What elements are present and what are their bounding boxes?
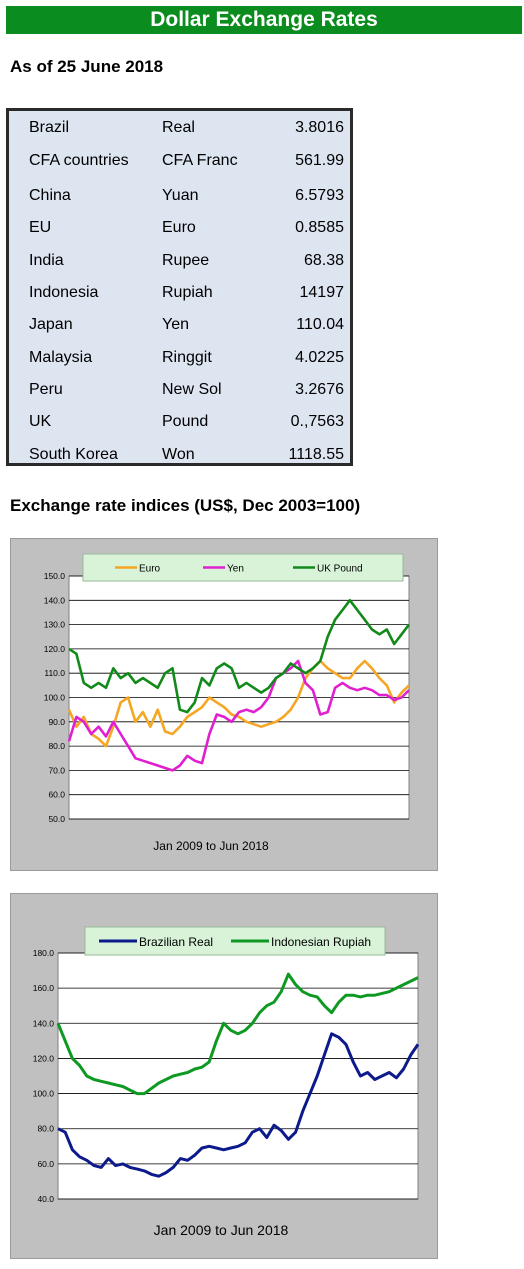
country-cell: Malaysia [29, 349, 93, 366]
currency-cell: Euro [162, 219, 196, 236]
y-tick-label: 70.0 [48, 765, 65, 775]
table-row: South Korea Won 1118.55 [9, 439, 350, 471]
rate-cell: 6.5793 [295, 187, 344, 204]
y-tick-label: 100.0 [44, 693, 66, 703]
chart-1: 150.0 140.0 130.0 120.0 110.0 100.0 90.0 80.0 70… [44, 553, 411, 853]
rate-cell: 3.2676 [295, 381, 344, 398]
chart-2: 180.0 160.0 140.0 120.0 100.0 80.0 60.0 40.0 Bra… [33, 926, 420, 1238]
plot-area [57, 952, 419, 1200]
legend-label: Indonesian Rupiah [271, 935, 371, 949]
currency-cell: Yen [162, 316, 189, 333]
rate-cell: 4.0225 [295, 349, 344, 366]
y-tick-label: 140.0 [33, 1018, 55, 1028]
table-row: Peru New Sol 3.2676 [9, 374, 350, 406]
series-line-euro [67, 659, 410, 748]
y-tick-label: 40.0 [37, 1194, 54, 1204]
y-tick-label: 140.0 [44, 595, 66, 605]
table-row: Brazil Real 3.8016 [9, 112, 350, 144]
country-cell: CFA countries [29, 152, 129, 169]
currency-cell: Rupiah [162, 284, 213, 301]
exchange-rate-table: Brazil Real 3.8016 CFA countries CFA Fra… [6, 108, 353, 466]
rate-cell: 0.,7563 [290, 413, 344, 430]
currency-cell: Ringgit [162, 349, 212, 366]
chart-panel-1: 150.0 140.0 130.0 120.0 110.0 100.0 90.0 80.0 70… [10, 538, 438, 871]
y-tick-label: 80.0 [48, 741, 65, 751]
y-tick-label: 160.0 [33, 983, 55, 993]
legend-label: Brazilian Real [139, 935, 213, 949]
y-tick-label: 120.0 [33, 1053, 55, 1063]
rate-cell: 561.99 [295, 152, 344, 169]
chart-panel-2: 180.0 160.0 140.0 120.0 100.0 80.0 60.0 40.0 Bra… [10, 893, 438, 1259]
y-tick-label: 150.0 [44, 571, 66, 581]
y-tick-label: 50.0 [48, 814, 65, 824]
y-tick-label: 100.0 [33, 1089, 55, 1099]
country-cell: China [29, 187, 71, 204]
y-tick-label: 180.0 [33, 948, 55, 958]
currency-cell: Real [162, 119, 195, 136]
currency-cell: New Sol [162, 381, 222, 398]
country-cell: South Korea [29, 446, 118, 463]
y-tick-label: 110.0 [44, 668, 65, 678]
series-line-indonesian-rupiah [56, 972, 419, 1096]
table-row: Japan Yen 110.04 [9, 309, 350, 341]
country-cell: Japan [29, 316, 73, 333]
x-axis-label: Jan 2009 to Jun 2018 [153, 839, 269, 853]
table-row: Indonesia Rupiah 14197 [9, 277, 350, 309]
legend-label: Euro [139, 564, 161, 575]
table-row: India Rupee 68.38 [9, 245, 350, 277]
series-line-yen [67, 659, 410, 772]
rate-cell: 68.38 [303, 252, 344, 269]
as-of-date: As of 25 June 2018 [10, 57, 164, 76]
country-cell: EU [29, 219, 52, 236]
rate-cell: 3.8016 [295, 119, 344, 136]
currency-cell: Yuan [162, 187, 199, 204]
country-cell: Indonesia [29, 284, 99, 301]
table-row: EU Euro 0.8585 [9, 212, 350, 244]
y-tick-label: 130.0 [44, 620, 66, 630]
indices-title: Exchange rate indices (US$, Dec 2003=100… [10, 496, 361, 515]
rate-cell: 110.04 [296, 316, 344, 333]
x-axis-label: Jan 2009 to Jun 2018 [154, 1222, 289, 1238]
y-tick-label: 90.0 [48, 717, 65, 727]
country-cell: UK [29, 413, 52, 430]
legend-label: UK Pound [317, 564, 363, 575]
legend-label: Yen [227, 564, 244, 575]
currency-cell: Won [162, 446, 195, 463]
rate-cell: 1118.55 [288, 446, 344, 463]
page-title: Dollar Exchange Rates [6, 6, 522, 34]
rate-cell: 0.8585 [295, 219, 344, 236]
currency-cell: CFA Franc [162, 152, 238, 169]
y-tick-label: 120.0 [44, 644, 66, 654]
y-tick-label: 60.0 [37, 1159, 54, 1169]
currency-cell: Rupee [162, 252, 210, 269]
y-tick-label: 60.0 [48, 790, 65, 800]
country-cell: India [29, 252, 64, 269]
y-tick-label: 80.0 [37, 1124, 54, 1134]
rate-cell: 14197 [299, 284, 345, 301]
table-row: Malaysia Ringgit 4.0225 [9, 342, 350, 374]
series-line-uk-pound [68, 598, 411, 714]
currency-cell: Pound [162, 413, 209, 430]
country-cell: Peru [29, 381, 63, 398]
series-line-brazilian-real [57, 1032, 420, 1178]
country-cell: Brazil [29, 119, 70, 136]
table-row: CFA countries CFA Franc 561.99 [9, 145, 350, 177]
table-row: UK Pound 0.,7563 [9, 406, 350, 438]
table-row: China Yuan 6.5793 [9, 180, 350, 212]
